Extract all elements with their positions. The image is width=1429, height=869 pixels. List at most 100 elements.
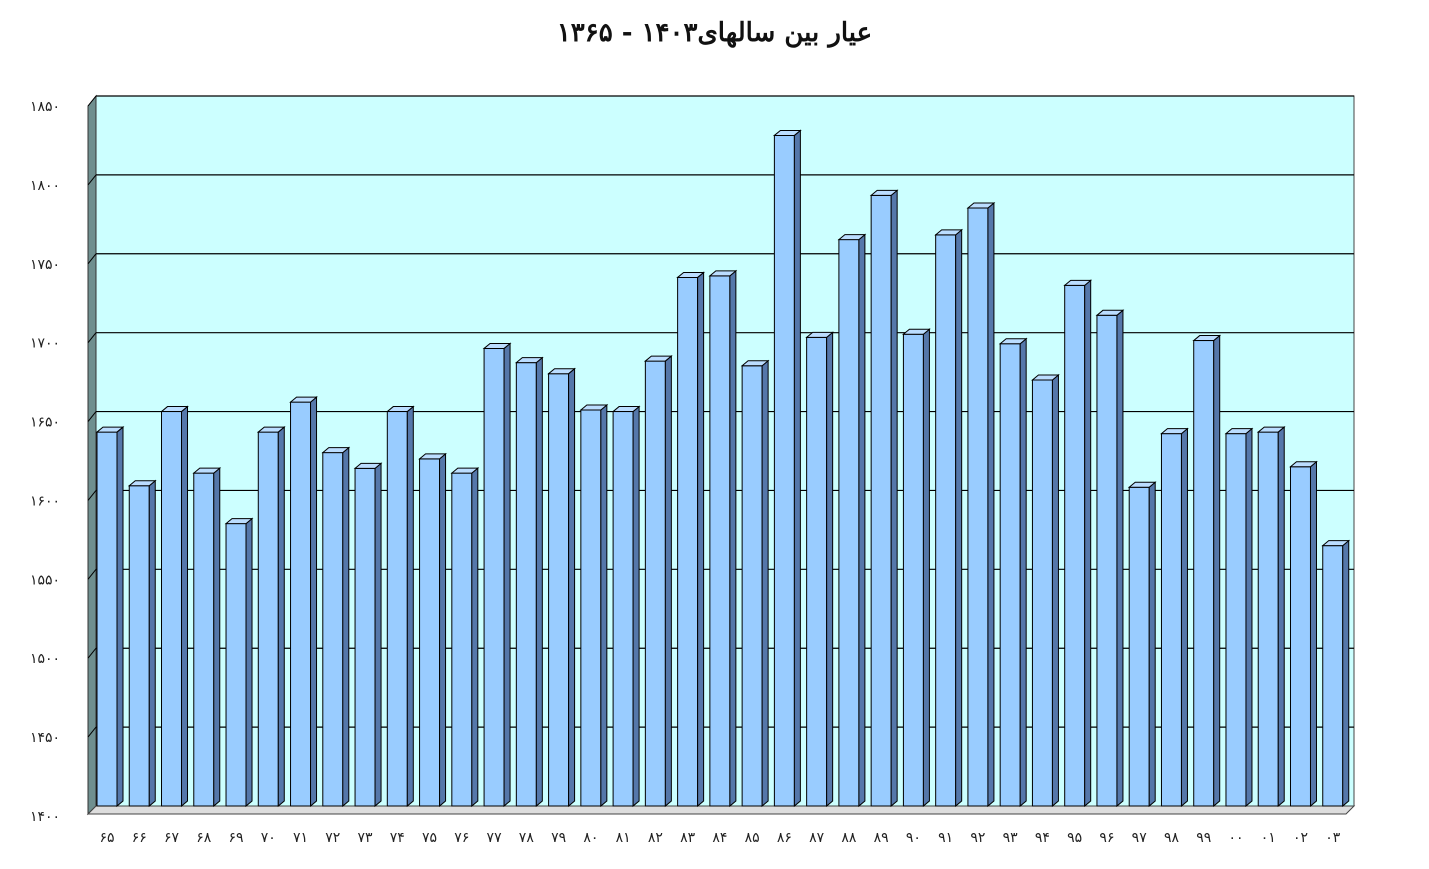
bar (1256, 425, 1286, 808)
bar-top (643, 355, 673, 362)
x-tick-label: ۸۹ (874, 830, 889, 846)
y-tick-label: ۱۶۵۰ (30, 415, 60, 431)
bar (160, 405, 189, 808)
bar (353, 462, 383, 808)
bar-front (225, 523, 247, 807)
bar-top (1160, 428, 1189, 435)
bar-front (1193, 340, 1215, 807)
bar-front (386, 411, 408, 807)
bar-front (483, 347, 505, 807)
y-tick-label: ۱۸۰۰ (30, 178, 60, 194)
gridline-wall (87, 174, 97, 186)
gridline-wall (87, 647, 97, 659)
x-tick-label: ۶۹ (229, 830, 244, 846)
x-tick-label: ۰۲ (1293, 830, 1308, 846)
bar-top (837, 234, 867, 241)
bar-front (548, 373, 570, 807)
bar-side (858, 233, 866, 808)
bar (611, 405, 641, 808)
y-tick-label: ۱۶۰۰ (30, 493, 60, 509)
chart-title: عیار بین سالهای۱۴۰۳ - ۱۳۶۵ (556, 18, 873, 48)
x-tick-label: ۷۳ (358, 830, 374, 846)
bar (869, 189, 899, 808)
y-axis: ۱۴۰۰ ۱۴۵۰ ۱۵۰۰ ۱۵۵۰ ۱۶۰۰ ۱۶۵۰ ۱۷۰۰ ۱۷۵۰ ۱۸۰۰ ۱۸۵۰ (30, 99, 60, 825)
bars (95, 129, 1351, 808)
bar-side (245, 517, 253, 808)
gridline-wall (87, 569, 97, 580)
bar-top (611, 406, 641, 413)
bar-front (999, 343, 1021, 807)
x-tick-label: ۹۴ (1035, 830, 1050, 846)
bar-side (761, 359, 769, 808)
bar-top (321, 447, 351, 454)
bar (256, 425, 286, 808)
bar-top (547, 368, 576, 375)
bar-top (1224, 428, 1254, 435)
x-tick-label: ۹۷ (1132, 830, 1148, 846)
bar-top (676, 271, 705, 278)
x-tick-label: ۸۰ (583, 830, 598, 846)
bar-top (482, 342, 512, 349)
bar-top (418, 453, 447, 460)
bar-top (869, 189, 899, 196)
bar (482, 342, 512, 808)
bar-side (955, 228, 963, 808)
bar-top (1095, 309, 1125, 316)
y-tick-label: ۱۵۰۰ (30, 651, 60, 667)
bar-front (773, 134, 795, 807)
x-tick-label: ۸۲ (648, 830, 663, 846)
bar (1192, 334, 1222, 808)
bar (676, 271, 705, 808)
bar-side (439, 452, 447, 808)
x-tick-label: ۸۴ (712, 830, 727, 846)
bar (902, 328, 931, 808)
bar-top (514, 357, 544, 364)
bar-side (213, 467, 221, 808)
x-tick-label: ۸۳ (680, 830, 696, 846)
bar-front (193, 472, 215, 807)
bar-front (1031, 379, 1053, 807)
bar (514, 356, 544, 808)
bar-side (1180, 427, 1188, 808)
bar-side (632, 405, 640, 808)
bar (450, 467, 480, 808)
x-tick-label: ۶۸ (196, 830, 212, 846)
x-tick-label: ۸۶ (777, 830, 792, 846)
gridline-wall (87, 95, 97, 107)
bar-front (354, 467, 376, 807)
bar-front (967, 207, 989, 807)
bar-top (934, 229, 964, 236)
bar-top (708, 270, 738, 277)
bar (998, 337, 1028, 808)
bar (127, 479, 157, 808)
x-tick-label: ۷۷ (487, 830, 503, 846)
bar-front (1096, 314, 1118, 807)
bar-side (503, 342, 511, 808)
x-tick-label: ۶۷ (164, 830, 180, 846)
bar (321, 446, 351, 808)
bar (95, 425, 125, 808)
x-tick-label: ۸۱ (616, 830, 631, 846)
bar-front (1257, 431, 1279, 807)
bar-top (773, 129, 802, 136)
bar-top (1192, 335, 1222, 342)
y-tick-label: ۱۴۵۰ (30, 730, 60, 746)
bar-top (192, 467, 222, 474)
y-tick-label: ۱۸۵۰ (30, 99, 60, 115)
bar (224, 517, 254, 808)
bar-side (1309, 460, 1317, 808)
bar (385, 405, 415, 808)
x-tick-label: ۹۹ (1196, 830, 1211, 846)
y-tick-label: ۱۷۵۰ (30, 257, 60, 273)
bar-side (987, 201, 995, 808)
bar (1224, 427, 1254, 808)
bar (1031, 373, 1060, 808)
side-wall (87, 94, 97, 816)
x-tick-label: ۹۸ (1164, 830, 1180, 846)
bar-front (580, 409, 602, 807)
x-tick-label: ۰۱ (1261, 830, 1276, 846)
bar-top (289, 396, 318, 403)
bar-side (1148, 481, 1156, 808)
bar-side (922, 328, 930, 808)
